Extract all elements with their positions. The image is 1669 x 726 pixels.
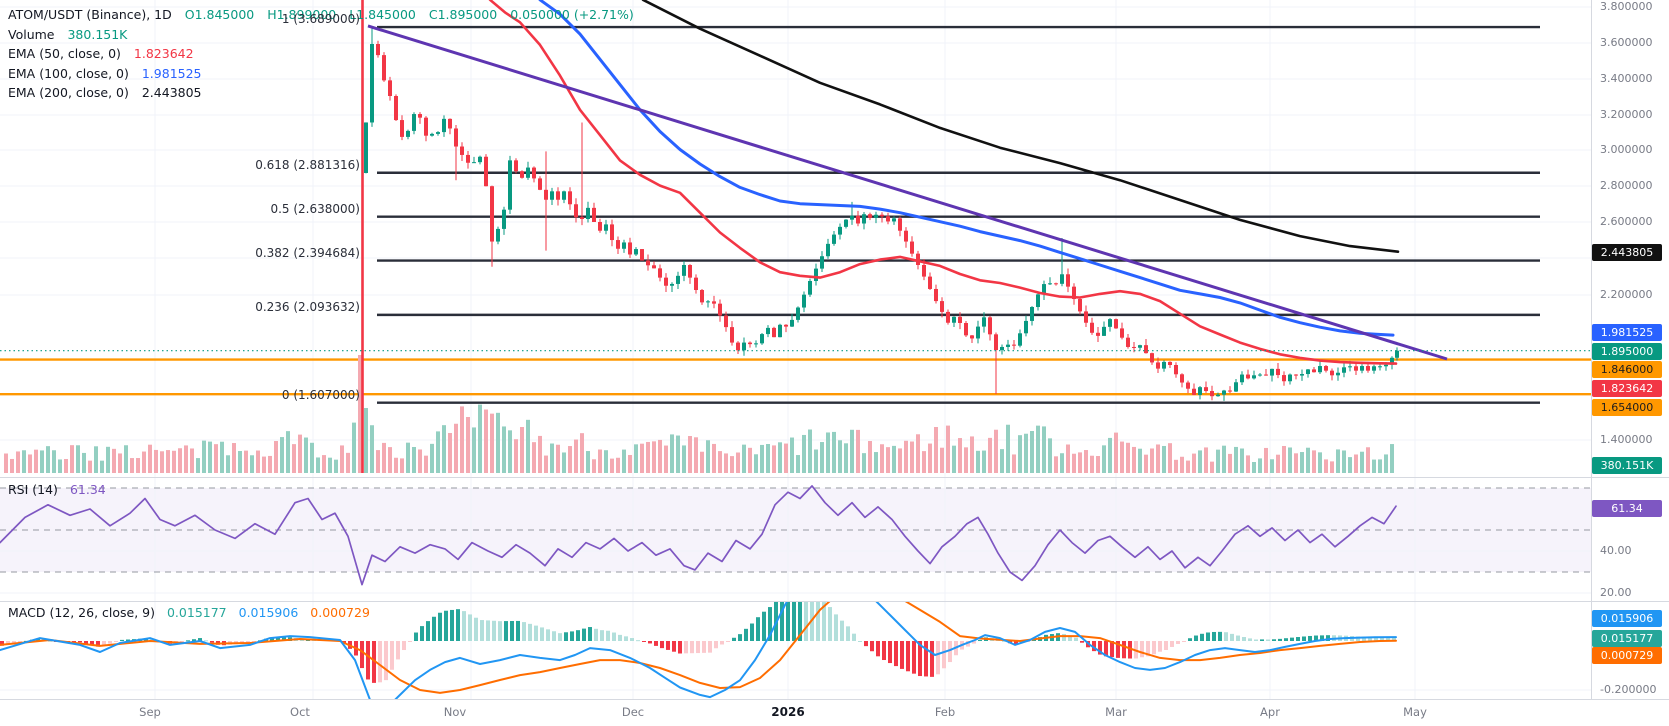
volume-label: Volume xyxy=(8,26,55,42)
fib-label: 0.382 (2.394684) xyxy=(255,245,360,260)
ohlc-high: H1.899000 xyxy=(267,7,337,22)
macd-legend[interactable]: MACD (12, 26, close, 9) 0.015177 0.01590… xyxy=(8,605,370,620)
fib-label: 0.5 (2.638000) xyxy=(270,201,360,216)
time-axis-label: Oct xyxy=(290,705,310,719)
axis-tick: 2.800000 xyxy=(1600,179,1653,192)
price-badge: 1.823642 xyxy=(1592,379,1662,397)
price-badge: 380.151K xyxy=(1592,456,1662,474)
price-badge: 1.981525 xyxy=(1592,323,1662,341)
time-axis-label: Feb xyxy=(934,705,956,719)
price-badge: 1.654000 xyxy=(1592,398,1662,416)
axis-tick: 40.00 xyxy=(1600,544,1632,557)
fib-label: 0.618 (2.881316) xyxy=(255,157,360,172)
time-axis-label: May xyxy=(1403,705,1427,719)
ohlc-close: C1.895000 xyxy=(428,7,498,22)
ohlc-change: 0.050000 (+2.71%) xyxy=(510,7,634,22)
axis-tick: 2.600000 xyxy=(1600,215,1653,228)
symbol-row[interactable]: ATOM/USDT (Binance), 1D O1.845000 H1.899… xyxy=(8,5,643,25)
ema200-row[interactable]: EMA (200, close, 0) 2.443805 xyxy=(8,83,643,103)
price-badge: 0.000729 xyxy=(1592,646,1662,664)
ema200-label: EMA (200, close, 0) xyxy=(8,85,129,100)
axis-tick: 3.600000 xyxy=(1600,36,1653,49)
axis-tick: 3.200000 xyxy=(1600,108,1653,121)
ema50-label: EMA (50, close, 0) xyxy=(8,46,121,61)
axis-tick: -0.200000 xyxy=(1600,683,1657,696)
rsi-legend[interactable]: RSI (14) 61.34 xyxy=(8,482,106,497)
price-badge: 2.443805 xyxy=(1592,243,1662,261)
fib-label: 1 (3.689000) xyxy=(281,12,360,27)
macd-line-value: 0.015906 xyxy=(238,605,299,620)
time-axis-label: 2026 xyxy=(771,705,805,719)
price-badge: 1.895000 xyxy=(1592,342,1662,360)
ema100-value: 1.981525 xyxy=(141,65,202,81)
time-axis-label: Sep xyxy=(139,705,161,719)
price-badge: 0.015177 xyxy=(1592,629,1662,647)
ema50-row[interactable]: EMA (50, close, 0) 1.823642 xyxy=(8,44,643,64)
macd-hist-value: 0.015177 xyxy=(166,605,227,620)
symbol-title: ATOM/USDT (Binance), 1D xyxy=(8,7,172,22)
ohlc-low: L1.845000 xyxy=(349,7,416,22)
ohlc-open: O1.845000 xyxy=(184,7,255,22)
ema100-label: EMA (100, close, 0) xyxy=(8,65,129,81)
axis-tick: 3.000000 xyxy=(1600,143,1653,156)
legend: ATOM/USDT (Binance), 1D O1.845000 H1.899… xyxy=(8,5,643,103)
macd-signal-value: 0.000729 xyxy=(310,605,370,620)
ema200-value: 2.443805 xyxy=(141,85,202,100)
axis-tick: 1.400000 xyxy=(1600,433,1653,446)
time-axis-label: Apr xyxy=(1260,705,1280,719)
fib-label: 0 (1.607000) xyxy=(281,387,360,402)
time-axis-label: Nov xyxy=(443,705,467,719)
volume-row[interactable]: Volume 380.151K xyxy=(8,25,643,45)
price-badge: 61.34 xyxy=(1592,499,1662,517)
axis-tick: 20.00 xyxy=(1600,586,1632,599)
time-axis-label: Dec xyxy=(621,705,645,719)
axis-tick: 3.800000 xyxy=(1600,0,1653,13)
macd-label: MACD (12, 26, close, 9) xyxy=(8,605,155,620)
price-badge: 0.015906 xyxy=(1592,609,1662,627)
volume-value: 380.151K xyxy=(67,26,128,42)
ema50-value: 1.823642 xyxy=(133,46,194,61)
axis-tick: 2.200000 xyxy=(1600,288,1653,301)
ema100-row[interactable]: EMA (100, close, 0) 1.981525 xyxy=(8,64,643,84)
fib-label: 0.236 (2.093632) xyxy=(255,299,360,314)
price-badge: 1.846000 xyxy=(1592,360,1662,378)
rsi-value: 61.34 xyxy=(69,482,106,497)
time-axis-label: Mar xyxy=(1105,705,1127,719)
axis-tick: 3.400000 xyxy=(1600,72,1653,85)
rsi-label: RSI (14) xyxy=(8,482,58,497)
